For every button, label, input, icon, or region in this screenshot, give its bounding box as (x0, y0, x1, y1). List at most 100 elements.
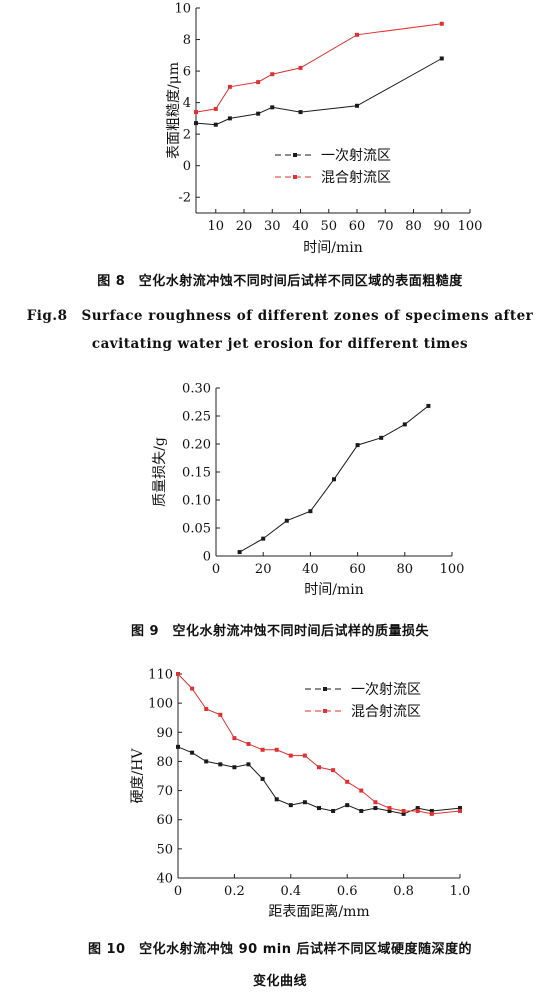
data-point (213, 106, 218, 111)
data-point (246, 762, 251, 767)
y-tick-label: 80 (156, 755, 173, 770)
x-tick-label: 80 (405, 219, 422, 234)
data-point (302, 753, 307, 758)
figure-9-chart: 0 0.05 0.10 0.15 0.20 0.25 0.30 0 20 40 60 80 100 时间/… (0, 372, 560, 612)
x-axis-label: 距表面距离/mm (268, 903, 369, 920)
series-line-1 (195, 58, 443, 126)
legend-label: 混合射流区 (351, 704, 421, 720)
data-point (204, 759, 209, 764)
x-tick-label: 0 (174, 884, 182, 899)
y-tick-label: 60 (156, 813, 173, 828)
legend-label: 混合射流区 (321, 170, 391, 186)
y-tick-label: 40 (156, 872, 173, 887)
data-point (439, 56, 444, 61)
data-point (232, 765, 237, 770)
x-tick-label: 60 (349, 562, 366, 577)
data-point (288, 753, 293, 758)
data-point (227, 84, 232, 89)
y-tick-label: 90 (156, 726, 173, 741)
data-point (439, 21, 444, 26)
data-point (302, 800, 307, 805)
figure-8-plot: -2 0 2 4 6 8 10 10 20 30 40 50 60 70 80 90 100 时间/min 表面粗糙… (166, 2, 483, 257)
x-tick-label: 10 (207, 219, 224, 234)
data-point (345, 779, 350, 784)
data-point (261, 536, 266, 541)
data-point (402, 422, 407, 427)
data-point (260, 747, 265, 752)
data-point (246, 741, 251, 746)
y-tick-label: 0.30 (182, 382, 211, 397)
y-tick-label: 10 (174, 2, 191, 17)
figure-9-caption: 图 9 空化水射流冲蚀不同时间后试样的质量损失 (130, 624, 430, 639)
data-point (232, 736, 237, 741)
data-point (317, 765, 321, 770)
data-point (190, 686, 195, 691)
x-tick-label: 100 (458, 219, 483, 234)
data-point (204, 706, 209, 711)
legend-swatch-marker (293, 153, 297, 157)
y-tick-label: 70 (156, 784, 173, 799)
legend-swatch-marker (323, 709, 327, 713)
data-point (345, 803, 350, 808)
y-tick-label: 0.20 (182, 438, 211, 453)
legend-swatch-marker (293, 175, 297, 179)
data-point (194, 110, 198, 115)
y-tick-label: 110 (148, 668, 173, 683)
x-axis-label: 时间/min (303, 240, 363, 256)
figure-8-caption-en-line1: Fig.8 Surface roughness of different zon… (26, 308, 534, 324)
series-line-2 (177, 673, 461, 815)
data-point (426, 403, 431, 408)
data-point (270, 105, 275, 110)
x-tick-label: 0.6 (337, 884, 358, 899)
y-tick-label: 0 (203, 550, 211, 565)
data-point (373, 800, 378, 805)
data-point (415, 808, 420, 813)
x-tick-label: 1.0 (450, 884, 471, 899)
data-point (256, 111, 261, 116)
y-tick-label: 50 (156, 842, 173, 857)
y-tick-label: 0.10 (182, 494, 211, 509)
y-tick-label: 0 (183, 159, 191, 174)
data-point (359, 808, 364, 813)
data-point (359, 788, 364, 793)
x-tick-label: 20 (236, 219, 253, 234)
data-point (288, 803, 293, 808)
data-point (401, 811, 406, 816)
data-point (284, 518, 289, 523)
x-axis-label: 时间/min (304, 582, 364, 598)
data-point (415, 806, 420, 811)
legend-swatch-marker (323, 687, 327, 691)
y-tick-label: 4 (183, 96, 191, 111)
data-point (218, 712, 223, 717)
x-tick-label: 100 (440, 562, 465, 577)
data-point (298, 110, 303, 115)
legend-label: 一次射流区 (351, 682, 421, 698)
y-tick-label: 6 (183, 65, 191, 80)
data-point (227, 116, 232, 121)
y-tick-label: -2 (178, 191, 191, 206)
data-point (176, 672, 180, 676)
data-point (355, 443, 360, 448)
data-point (331, 768, 336, 773)
x-tick-label: 90 (433, 219, 450, 234)
data-point (355, 32, 360, 37)
x-tick-label: 80 (397, 562, 414, 577)
data-point (317, 806, 321, 811)
data-point (308, 509, 313, 514)
data-point (213, 122, 218, 127)
data-point (458, 806, 462, 811)
data-point (355, 103, 360, 108)
figure-10-caption-line2: 变化曲线 (252, 974, 307, 989)
y-tick-label: 0.15 (182, 466, 211, 481)
series-line-2 (195, 23, 442, 113)
data-point (379, 435, 384, 440)
y-axis-label: 表面粗糙度/μm (166, 62, 182, 159)
data-point (373, 806, 378, 811)
y-axis-label: 质量损失/g (152, 437, 168, 507)
y-tick-label: 100 (148, 697, 173, 712)
data-point (387, 808, 392, 813)
data-point (429, 808, 434, 813)
data-point (274, 797, 279, 802)
data-point (458, 808, 462, 813)
data-point (331, 808, 336, 813)
